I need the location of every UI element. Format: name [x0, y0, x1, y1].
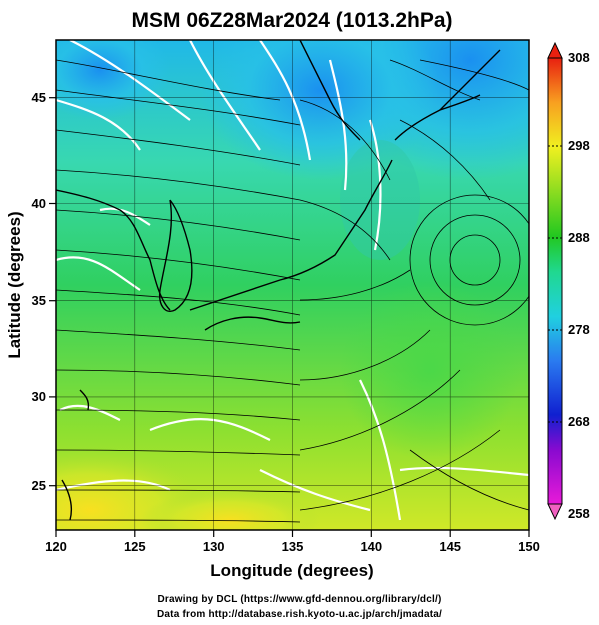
- wind-streamlines: [56, 59, 529, 523]
- colorbar-tick-label: 278: [568, 322, 590, 337]
- colorbar-min-arrow: [547, 503, 563, 521]
- credit-drawing: Drawing by DCL (https://www.gfd-dennou.o…: [157, 594, 442, 605]
- x-axis-label: Longitude (degrees): [210, 561, 373, 580]
- coastlines: [56, 40, 501, 521]
- y-tick-label: 35: [32, 293, 46, 308]
- y-tick-labels: 25 30 35 40 45: [32, 90, 46, 493]
- colorbar: 308 298 288 278 268 258: [547, 41, 590, 521]
- x-tick-label: 145: [439, 539, 461, 554]
- x-tick-label: 140: [360, 539, 382, 554]
- x-tick-label: 125: [124, 539, 146, 554]
- axis-ticks: [49, 97, 530, 537]
- x-tick-label: 120: [45, 539, 67, 554]
- colorbar-scale: [547, 57, 563, 505]
- colorbar-max-arrow: [547, 41, 563, 59]
- y-tick-label: 30: [32, 389, 46, 404]
- x-tick-label: 130: [203, 539, 225, 554]
- y-tick-label: 25: [32, 478, 46, 493]
- x-tick-labels: 120 125 130 135 140 145 150: [45, 539, 540, 554]
- credit-data-source: Data from http://database.rish.kyoto-u.a…: [157, 609, 442, 620]
- colorbar-tick-label: 258: [568, 506, 590, 521]
- map-title: MSM 06Z28Mar2024 (1013.2hPa): [132, 9, 453, 32]
- y-tick-label: 40: [32, 196, 46, 211]
- y-axis-label: Latitude (degrees): [5, 211, 24, 358]
- y-tick-label: 45: [32, 90, 46, 105]
- x-tick-label: 150: [518, 539, 540, 554]
- lat-lon-grid: [56, 40, 529, 530]
- x-tick-label: 135: [282, 539, 304, 554]
- colorbar-tick-label: 298: [568, 138, 590, 153]
- colorbar-tick-label: 268: [568, 414, 590, 429]
- colorbar-tick-label: 308: [568, 50, 590, 65]
- colorbar-tick-label: 288: [568, 230, 590, 245]
